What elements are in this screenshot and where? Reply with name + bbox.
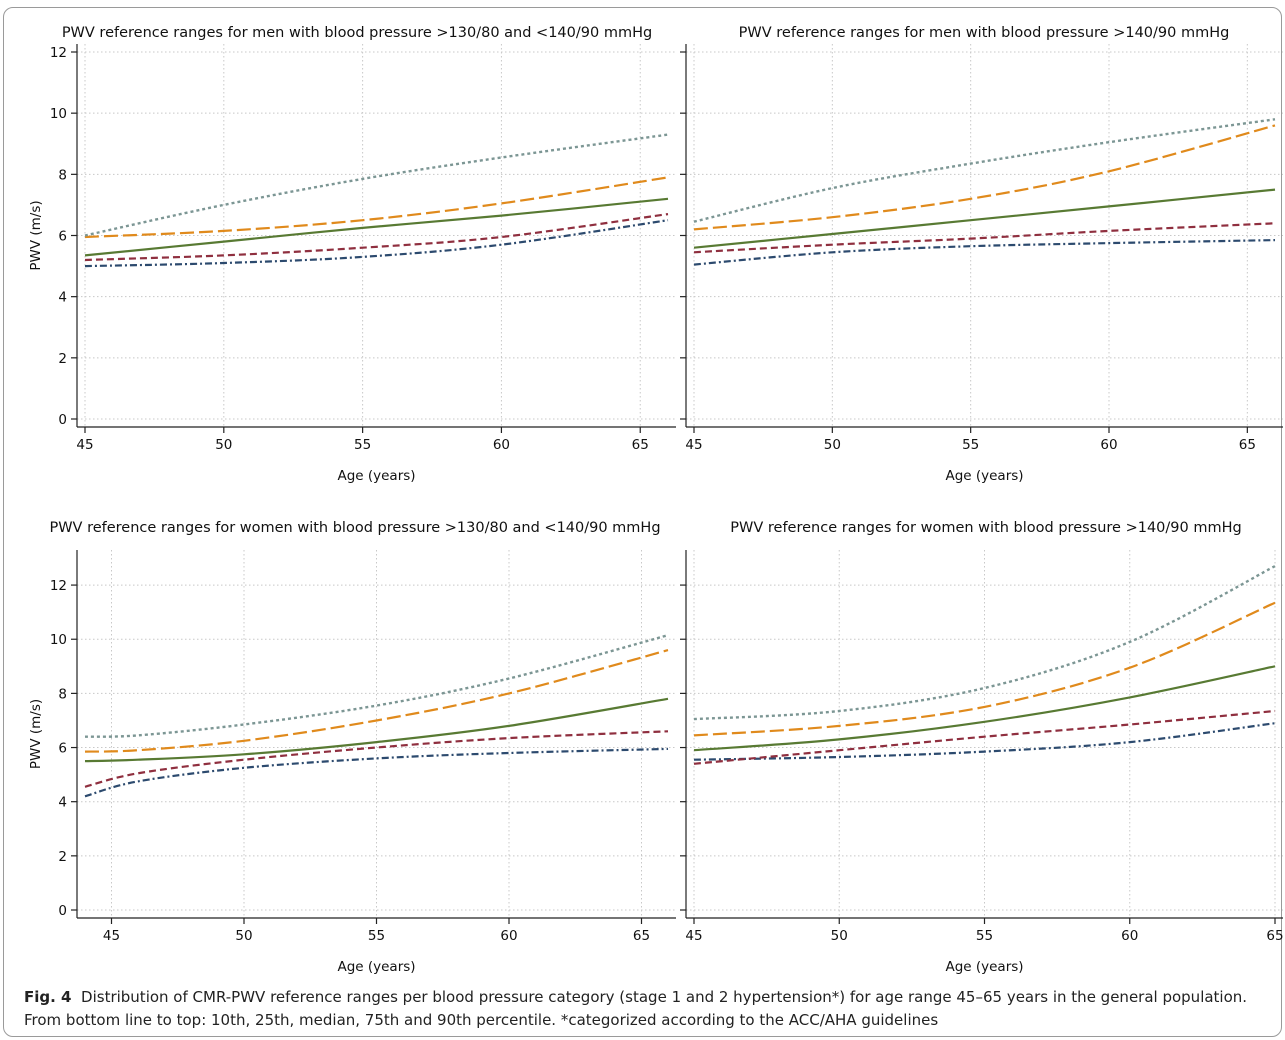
panel-1-x-tick-label: 45 (76, 437, 93, 453)
chart-area: PWV reference ranges for men with blood … (28, 25, 1284, 975)
panel-1-line-p50 (84, 197, 669, 257)
panel-4-line-p75 (693, 601, 1276, 737)
panel-3-x-axis-label: Age (years) (337, 959, 415, 975)
panel-3-y-tick-label: 8 (58, 686, 67, 702)
panel-1-x-tick-label: 60 (493, 437, 510, 453)
panel-2-title: PWV reference ranges for men with blood … (739, 25, 1230, 41)
panel-4-x-tick-label: 65 (1266, 928, 1283, 944)
caption-label: Fig. 4 (24, 988, 72, 1006)
panel-3-y-tick-label: 4 (58, 795, 67, 811)
figure-caption: Fig. 4 Distribution of CMR-PWV reference… (24, 986, 1274, 1032)
panel-1-y-tick-label: 8 (58, 167, 67, 183)
panel-2-x-axis-label: Age (years) (945, 468, 1023, 484)
panel-2-x-tick-label: 65 (1239, 437, 1256, 453)
panel-2-x-tick-label: 55 (962, 437, 979, 453)
figure-frame (3, 7, 1282, 1037)
panel-3-y-tick-label: 6 (58, 741, 67, 757)
panel-3-title: PWV reference ranges for women with bloo… (49, 520, 660, 536)
panel-4-x-tick-label: 50 (831, 928, 848, 944)
panel-3-y-axis-label: PWV (m/s) (28, 699, 44, 769)
panel-1-line-p10 (84, 219, 669, 268)
panel-4-title: PWV reference ranges for women with bloo… (730, 520, 1241, 536)
panel-4-x-axis-label: Age (years) (945, 959, 1023, 975)
panel-4-x-tick-label: 45 (685, 928, 702, 944)
panel-1-x-axis-label: Age (years) (337, 468, 415, 484)
panel-4-line-p25 (693, 709, 1276, 765)
panel-1-y-tick-label: 6 (58, 229, 67, 245)
panel-4-line-p90 (693, 565, 1276, 721)
panel-1-x-tick-label: 55 (354, 437, 371, 453)
panel-1-y-tick-label: 10 (50, 106, 67, 122)
panel-1-y-tick-label: 12 (50, 45, 67, 61)
panel-1-y-tick-label: 2 (58, 351, 67, 367)
panel-3-x-tick-label: 65 (633, 928, 650, 944)
panel-3-line-p90 (84, 634, 669, 738)
panel-1-x-tick-label: 65 (632, 437, 649, 453)
panel-1-y-tick-label: 4 (58, 290, 67, 306)
panel-3-line-p25 (84, 730, 669, 788)
panel-1-y-tick-label: 0 (58, 412, 67, 428)
panel-3-x-tick-label: 60 (500, 928, 517, 944)
panel-4-x-tick-label: 55 (976, 928, 993, 944)
caption-text: Distribution of CMR-PWV reference ranges… (24, 988, 1248, 1029)
panel-3-y-tick-label: 0 (58, 903, 67, 919)
panel-1-title: PWV reference ranges for men with blood … (62, 25, 652, 41)
panel-2-x-tick-label: 60 (1100, 437, 1117, 453)
panel-2-line-p25 (693, 222, 1276, 254)
panel-1-x-tick-label: 50 (215, 437, 232, 453)
panel-3-x-tick-label: 45 (103, 928, 120, 944)
panel-4-x-tick-label: 60 (1121, 928, 1138, 944)
panel-3-line-p10 (84, 747, 669, 798)
panel-3-line-p50 (84, 697, 669, 763)
panel-3-y-tick-label: 12 (50, 578, 67, 594)
panel-3-x-tick-label: 50 (235, 928, 252, 944)
panel-1-line-p75 (84, 176, 669, 239)
panel-2-line-p90 (693, 118, 1276, 223)
panel-3-x-tick-label: 55 (368, 928, 385, 944)
panel-2-line-p75 (693, 124, 1276, 231)
panel-3-line-p75 (84, 649, 669, 753)
panel-4-line-p10 (693, 722, 1276, 761)
panel-3-y-tick-label: 2 (58, 849, 67, 865)
panel-2-x-tick-label: 45 (685, 437, 702, 453)
panel-3-y-tick-label: 10 (50, 632, 67, 648)
panel-2-line-p10 (693, 239, 1276, 266)
panel-4-line-p50 (693, 665, 1276, 752)
panel-1-line-p25 (84, 213, 669, 262)
panel-1-y-axis-label: PWV (m/s) (28, 200, 44, 270)
panel-1-line-p90 (84, 133, 669, 237)
panel-2-x-tick-label: 50 (824, 437, 841, 453)
panel-2-line-p50 (693, 188, 1276, 249)
